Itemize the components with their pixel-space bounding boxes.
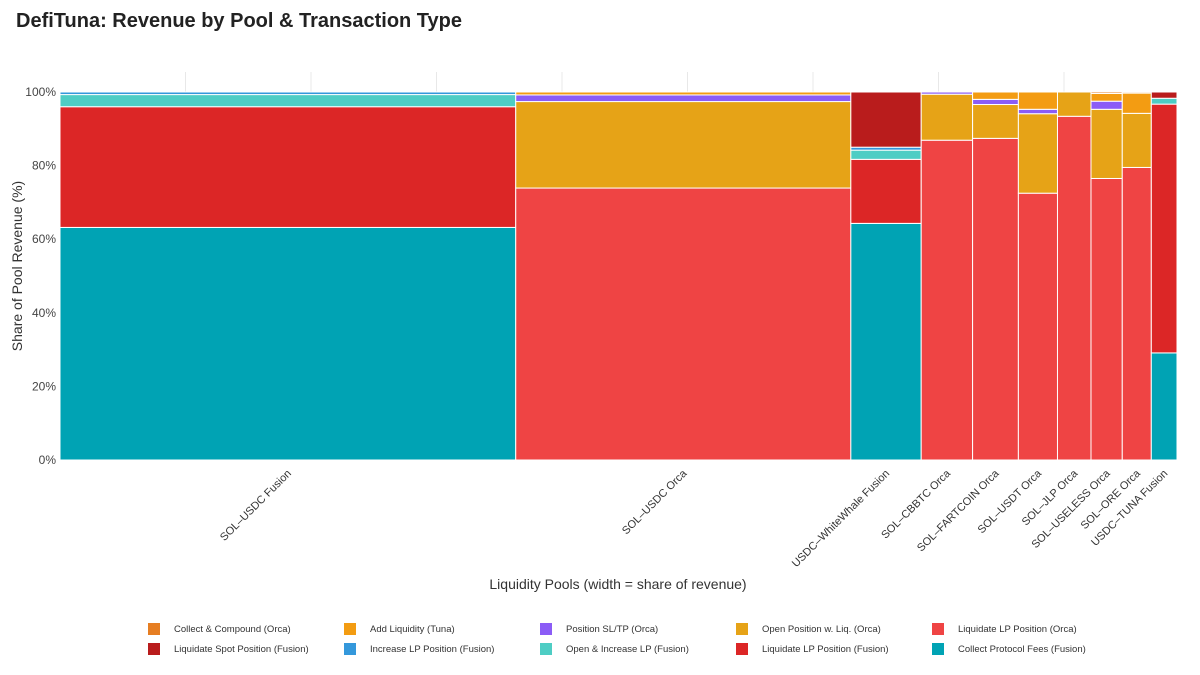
legend-label: Liquidate LP Position (Fusion)	[762, 643, 889, 655]
legend-swatch	[932, 643, 944, 655]
bar-segment[interactable]	[1150, 97, 1178, 105]
bar-segment[interactable]	[1121, 166, 1152, 461]
legend-swatch	[540, 623, 552, 635]
legend-item[interactable]: Liquidate Spot Position (Fusion)	[148, 642, 344, 656]
legend-swatch	[148, 643, 160, 655]
bar-segment[interactable]	[1090, 92, 1123, 102]
legend-label: Open Position w. Liq. (Orca)	[762, 623, 881, 635]
legend-item[interactable]: Liquidate LP Position (Orca)	[932, 622, 1128, 636]
legend-item[interactable]: Liquidate LP Position (Fusion)	[736, 642, 932, 656]
bar-segment[interactable]	[1121, 91, 1152, 94]
y-tick-label: 100%	[25, 85, 56, 99]
legend-swatch	[344, 643, 356, 655]
bar-segment[interactable]	[59, 91, 517, 96]
bar-segment[interactable]	[850, 91, 922, 148]
bar-segment[interactable]	[920, 91, 974, 95]
legend-label: Collect Protocol Fees (Fusion)	[958, 643, 1086, 655]
legend-swatch	[736, 643, 748, 655]
legend-label: Add Liquidity (Tuna)	[370, 623, 455, 635]
bar-segment[interactable]	[59, 226, 517, 461]
bar-segment[interactable]	[515, 91, 852, 96]
y-tick-label: 40%	[32, 306, 56, 320]
bar-segment[interactable]	[1056, 115, 1092, 461]
bar-segment[interactable]	[920, 139, 974, 461]
legend-item[interactable]: Open Position w. Liq. (Orca)	[736, 622, 932, 636]
legend-label: Position SL/TP (Orca)	[566, 623, 659, 635]
y-tick-label: 80%	[32, 159, 56, 173]
x-tick-label: SOL–USDC Orca	[620, 467, 690, 537]
bar-segment[interactable]	[1090, 91, 1123, 94]
x-axis-title: Liquidity Pools (width = share of revenu…	[489, 576, 746, 592]
bar-segment[interactable]	[850, 158, 922, 224]
chart-title: DefiTuna: Revenue by Pool & Transaction …	[16, 10, 463, 32]
legend-item[interactable]: Collect Protocol Fees (Fusion)	[932, 642, 1128, 656]
marimekko-chart: karstenalytics 0%20%40%60%80%100% SOL–US…	[9, 72, 1178, 592]
legend-swatch	[344, 623, 356, 635]
bar-segment[interactable]	[1090, 177, 1123, 461]
bar-segment[interactable]	[920, 93, 974, 141]
bar-segment[interactable]	[972, 91, 1019, 100]
legend-item[interactable]: Increase LP Position (Fusion)	[344, 642, 540, 656]
legend-label: Liquidate Spot Position (Fusion)	[174, 643, 309, 655]
legend-swatch	[736, 623, 748, 635]
legend-label: Collect & Compound (Orca)	[174, 623, 291, 635]
legend-swatch	[932, 623, 944, 635]
bar-segment[interactable]	[59, 94, 517, 108]
legend-swatch	[540, 643, 552, 655]
legend-label: Liquidate LP Position (Orca)	[958, 623, 1077, 635]
legend-swatch	[148, 623, 160, 635]
y-tick-label: 0%	[39, 453, 57, 467]
bar-segment[interactable]	[972, 104, 1019, 139]
y-axis-title: Share of Pool Revenue (%)	[9, 181, 25, 351]
x-tick-label: USDC–WhiteWhale Fusion	[790, 468, 892, 570]
x-tick-label: SOL–USDC Fusion	[218, 468, 294, 544]
bar-segment[interactable]	[1150, 352, 1178, 461]
legend-label: Open & Increase LP (Fusion)	[566, 643, 689, 655]
legend-item[interactable]: Position SL/TP (Orca)	[540, 622, 736, 636]
x-tick-label: SOL–FARTCOIN Orca	[915, 467, 1002, 554]
legend-item[interactable]: Collect & Compound (Orca)	[148, 622, 344, 636]
bar-segment[interactable]	[1017, 91, 1058, 110]
bar-segment[interactable]	[1017, 108, 1058, 115]
bar-segment[interactable]	[1017, 113, 1058, 194]
legend: Collect & Compound (Orca) Add Liquidity (…	[148, 622, 1128, 656]
bar-segment[interactable]	[850, 149, 922, 160]
bar-segment[interactable]	[850, 222, 922, 461]
legend-item[interactable]: Open & Increase LP (Fusion)	[540, 642, 736, 656]
bar-segment[interactable]	[972, 98, 1019, 106]
bar-segment[interactable]	[1017, 192, 1058, 461]
bar-segment[interactable]	[1121, 92, 1152, 114]
legend-label: Increase LP Position (Fusion)	[370, 643, 495, 655]
bar-segment[interactable]	[59, 106, 517, 228]
bar-segment[interactable]	[1056, 91, 1092, 117]
bar-segment[interactable]	[972, 137, 1019, 461]
y-tick-label: 20%	[32, 379, 56, 393]
bar-segment[interactable]	[515, 187, 852, 461]
bar-segment[interactable]	[515, 94, 852, 103]
bar-segment[interactable]	[1121, 112, 1152, 168]
bar-segment[interactable]	[515, 101, 852, 189]
bar-segment[interactable]	[1090, 108, 1123, 179]
bar-segment[interactable]	[1090, 100, 1123, 110]
legend-item[interactable]: Add Liquidity (Tuna)	[344, 622, 540, 636]
bar-segment[interactable]	[1150, 91, 1178, 99]
bar-segment[interactable]	[1150, 103, 1178, 354]
y-tick-label: 60%	[32, 232, 56, 246]
